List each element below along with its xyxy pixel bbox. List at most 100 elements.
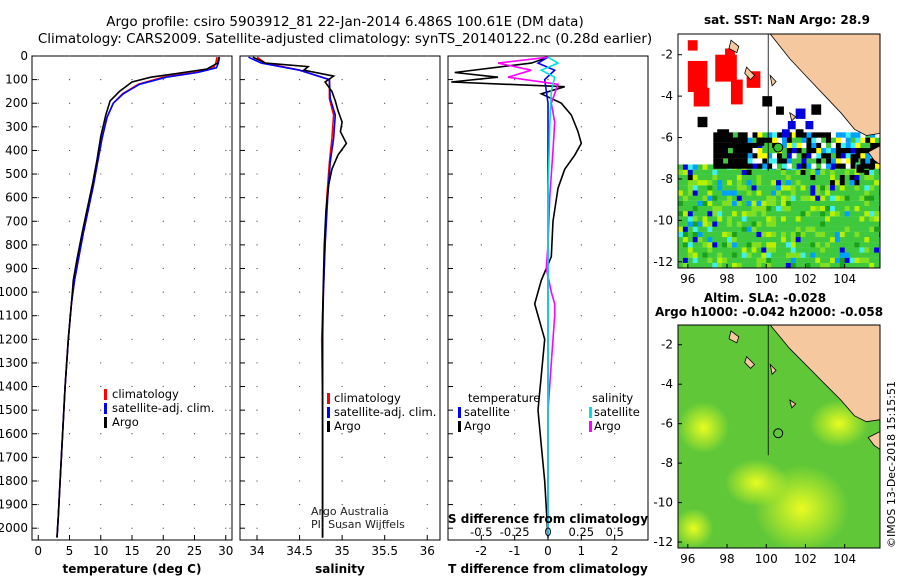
- grid-dot: [229, 149, 231, 152]
- sst-map-cell: [713, 158, 719, 164]
- sst-map-cell: [825, 247, 831, 253]
- sla-map-argo-marker: [773, 428, 784, 439]
- grid-dot: [480, 527, 482, 529]
- sst-map-frame: [677, 33, 881, 269]
- sst-map-cell: [834, 247, 841, 253]
- sst-map-cell: [826, 142, 832, 149]
- sst-map-cell: [692, 169, 699, 175]
- sst-map-cell: [771, 205, 777, 212]
- sst-map-cell: [815, 247, 821, 253]
- sst-map-cell: [835, 163, 842, 169]
- sst-map-cell: [751, 216, 757, 222]
- sst-map-cell: [702, 164, 708, 170]
- sst-map-cell: [826, 163, 832, 169]
- sst-map-cell: [731, 179, 738, 186]
- grid-dot: [580, 315, 582, 317]
- sst-map-cell: [780, 205, 787, 212]
- sst-map-cell: [746, 205, 752, 212]
- sst-map-cell: [727, 257, 733, 263]
- sst-map-cell: [707, 226, 713, 232]
- sst-map-cell: [712, 226, 718, 232]
- grid-dot: [256, 55, 258, 57]
- grid-dot: [341, 197, 343, 199]
- grid-dot: [225, 315, 227, 317]
- grid-dot: [225, 267, 227, 270]
- grid-dot: [225, 480, 227, 482]
- grid-dot: [480, 480, 482, 482]
- grid-dot: [68, 409, 71, 411]
- sst-map-cell: [800, 236, 806, 243]
- salinity-legend-label: climatology: [334, 391, 401, 405]
- sst-map-cell: [826, 137, 832, 143]
- sst-map-cell: [751, 226, 757, 232]
- salinity-xtick-label: 36: [420, 544, 435, 558]
- sst-map-cell: [834, 231, 841, 238]
- sst-map-cell: [864, 169, 870, 175]
- difference-legend-label: satellite: [464, 405, 510, 419]
- grid-dot: [193, 197, 196, 199]
- grid-dot: [298, 456, 301, 458]
- sst-map-cell: [864, 205, 870, 212]
- sst-map-cell: [682, 216, 689, 222]
- sst-map-cell: [815, 257, 821, 263]
- sst-map-cell: [771, 231, 777, 238]
- grid-dot: [225, 291, 227, 293]
- sst-map-cell: [815, 185, 821, 191]
- sst-map-cell: [757, 147, 763, 154]
- grid-dot: [384, 385, 386, 388]
- sst-map-cell: [687, 179, 694, 186]
- grid-dot: [426, 362, 428, 364]
- sst-map-cell: [732, 163, 739, 169]
- sst-map-cell: [727, 231, 733, 238]
- sst-map-cell: [771, 211, 777, 217]
- grid-dot: [37, 385, 39, 388]
- sst-map-cell: [751, 169, 757, 175]
- grid-dot: [580, 409, 582, 411]
- sst-map-cell: [776, 190, 782, 196]
- sst-map-cell: [687, 216, 694, 222]
- sst-map-cell: [746, 200, 752, 206]
- difference-legend-label: salinity: [592, 391, 633, 405]
- grid-dot: [426, 267, 428, 270]
- grid-dot: [341, 267, 343, 270]
- sst-map-cell: [810, 247, 816, 253]
- sst-map-cell: [820, 195, 826, 201]
- grid-dot: [193, 267, 196, 270]
- sst-map-cell: [855, 132, 861, 138]
- grid-dot: [480, 220, 482, 222]
- grid-dot: [229, 173, 231, 175]
- sst-map-cell: [752, 137, 758, 143]
- sst-map-cell: [717, 216, 723, 222]
- grid-dot: [68, 503, 71, 506]
- sst-map-cell: [692, 174, 699, 181]
- sst-map-cell: [820, 185, 826, 191]
- grid-dot: [256, 79, 258, 81]
- sst-map-cell: [805, 231, 811, 238]
- sst-map-cell: [859, 231, 865, 238]
- grid-dot: [614, 55, 616, 57]
- sst-map-cell: [766, 169, 772, 175]
- sst-map-cell: [746, 242, 752, 248]
- sst-map-cell: [702, 252, 708, 258]
- grid-dot: [426, 220, 428, 222]
- grid-dot: [225, 338, 227, 340]
- sst-map-cell: [780, 257, 787, 263]
- difference-legend-swatch: [458, 421, 461, 432]
- depth-ytick-label: 600: [5, 191, 28, 205]
- sst-map-cell: [692, 200, 699, 206]
- sst-map-cell: [810, 231, 816, 238]
- grid-dot: [384, 338, 386, 340]
- grid-dot: [580, 220, 582, 222]
- grid-dot: [341, 315, 343, 317]
- sst-map-cell: [757, 132, 763, 138]
- sst-map-cell: [785, 195, 792, 201]
- sst-map-cell: [795, 231, 801, 238]
- grid-dot: [225, 102, 227, 104]
- sst-map-cell: [687, 174, 694, 181]
- sst-map-cell: [820, 236, 826, 243]
- sst-map-cell: [727, 185, 733, 191]
- sst-map-cell: [756, 185, 762, 191]
- sst-map-cell: [678, 200, 684, 206]
- sst-map-cell: [697, 174, 703, 181]
- sst-map-cell: [805, 257, 811, 263]
